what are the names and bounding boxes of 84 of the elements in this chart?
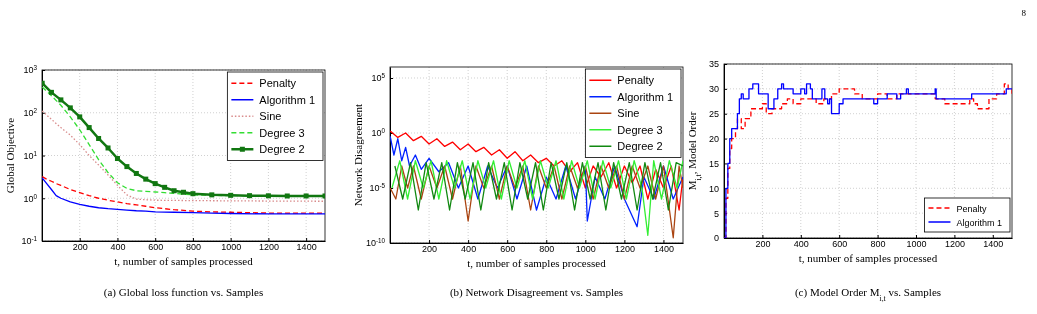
x-tick-label: 200 — [72, 242, 88, 253]
x-tick-label: 800 — [870, 239, 886, 250]
point — [48, 89, 54, 95]
y-tick-label: 10$^{3}$ — [23, 63, 38, 76]
x-tick-label: 800 — [539, 244, 555, 255]
point — [152, 181, 158, 187]
x-axis-title: t, number of samples processed — [798, 252, 938, 264]
y-tick-label: 10$^{1}$ — [23, 149, 38, 161]
line-series — [390, 135, 683, 228]
y-tick-label: 10$^{-5}$ — [369, 181, 386, 194]
x-tick-label: 1400 — [983, 239, 1004, 250]
legend-label: Sine — [617, 107, 640, 120]
x-tick-label: 1400 — [296, 242, 317, 253]
y-tick-label: 10$^{0}$ — [371, 126, 386, 139]
legend-label: Penalty — [956, 204, 987, 214]
y-tick-label: 20 — [708, 133, 719, 144]
y-tick-label: 10 — [708, 183, 719, 194]
point — [105, 145, 111, 151]
y-tick-label: 15 — [708, 158, 719, 169]
legend-label: Algorithm 1 — [259, 93, 315, 106]
point — [171, 188, 177, 194]
point — [228, 192, 234, 198]
legend-label: Degree 2 — [617, 140, 663, 153]
point — [209, 192, 215, 198]
line-series — [394, 162, 683, 211]
point — [96, 135, 102, 141]
point — [303, 193, 309, 199]
legend-label: Penalty — [617, 74, 655, 87]
y-tick-label: 10$^{2}$ — [23, 106, 38, 119]
y-tick-label: 10$^{5}$ — [371, 71, 386, 84]
y-tick-label: 30 — [708, 84, 719, 95]
x-tick-label: 400 — [110, 242, 126, 253]
legend-label: Algorithm 1 — [617, 90, 673, 103]
point — [133, 170, 139, 176]
text: 8 — [1021, 8, 1027, 18]
point — [58, 97, 64, 103]
legend-label: Algorithm 1 — [956, 218, 1002, 228]
point — [77, 114, 83, 120]
point — [67, 105, 73, 111]
x-tick-label: 1000 — [575, 244, 596, 255]
legend-label: Degree 3 — [617, 123, 663, 136]
text: (a) Global loss function vs. Samples — [103, 286, 264, 299]
x-tick-label: 1200 — [258, 242, 279, 253]
y-tick-label: 35 — [708, 59, 719, 70]
point — [190, 191, 196, 197]
y-tick-label: 25 — [708, 109, 719, 120]
x-tick-label: 1200 — [614, 244, 635, 255]
y-tick-label: 10$^{-10}$ — [365, 236, 386, 249]
x-tick-label: 1000 — [221, 242, 242, 253]
x-axis-title: t, number of samples processed — [114, 255, 254, 267]
y-tick-label: 0 — [713, 233, 719, 244]
y-tick-label: 5 — [713, 208, 719, 219]
text: (b) Network Disagreement vs. Samples — [449, 286, 624, 299]
point — [114, 156, 120, 162]
x-tick-label: 600 — [832, 239, 848, 250]
point — [124, 164, 130, 170]
legend-label: Degree 2 — [259, 143, 305, 156]
legend-label: Penalty — [259, 77, 297, 90]
line-series — [42, 110, 325, 202]
x-axis-title: t, number of samples processed — [467, 257, 607, 269]
y-axis-title: Network Disagreement — [352, 103, 364, 207]
x-tick-label: 200 — [422, 244, 438, 255]
x-tick-label: 600 — [148, 242, 164, 253]
x-tick-label: 600 — [500, 244, 516, 255]
point — [284, 193, 290, 199]
y-axis-title: Global Objective — [4, 117, 16, 194]
x-tick-label: 1200 — [944, 239, 965, 250]
legend-label: Sine — [259, 110, 282, 123]
point — [86, 125, 92, 131]
point — [265, 193, 271, 199]
point — [162, 184, 168, 190]
point — [181, 189, 186, 195]
x-tick-label: 800 — [185, 242, 201, 253]
x-tick-label: 400 — [793, 239, 809, 250]
legend-label: Degree 3 — [259, 126, 305, 139]
y-tick-label: 10$^{-1}$ — [21, 234, 38, 247]
x-tick-label: 200 — [755, 239, 771, 250]
point — [247, 193, 253, 199]
x-tick-label: 1400 — [653, 244, 674, 255]
y-tick-label: 10$^{0}$ — [23, 192, 38, 204]
text: (c) Model Order M$_{i,t}$ vs. Samples — [794, 286, 942, 303]
x-tick-label: 1000 — [906, 239, 927, 250]
point — [143, 176, 149, 182]
x-tick-label: 400 — [461, 244, 477, 255]
